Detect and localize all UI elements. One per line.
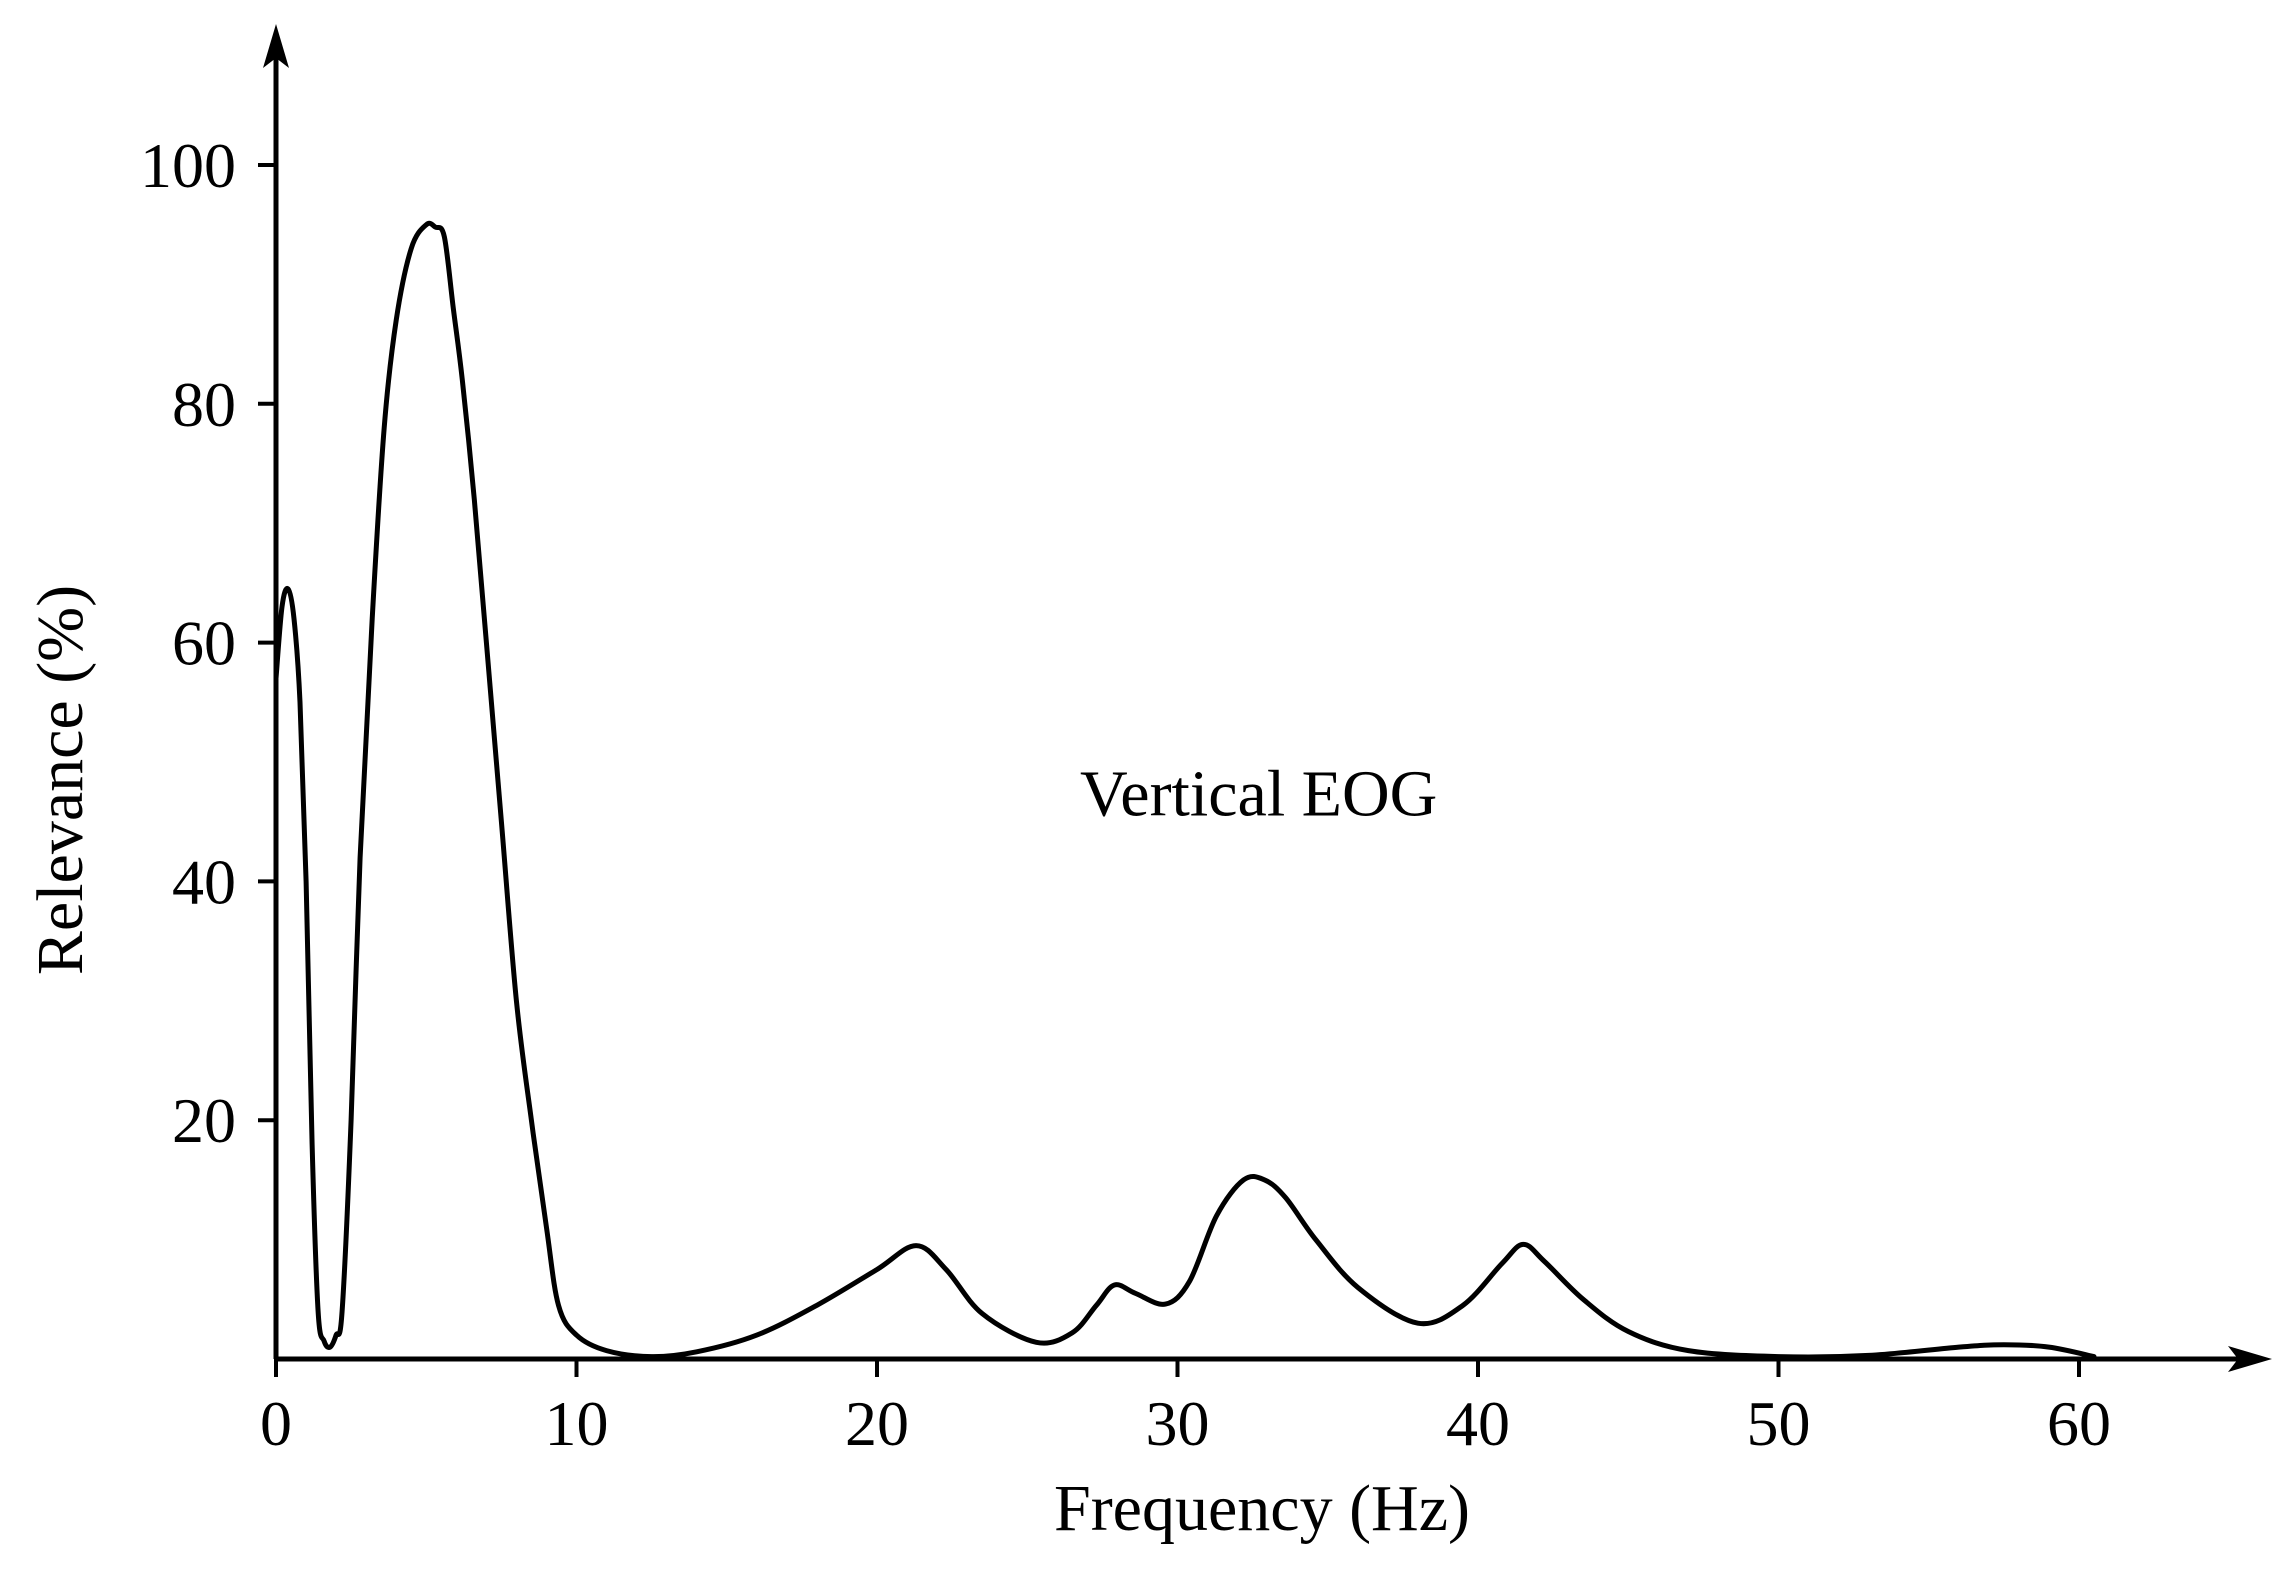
axes bbox=[263, 24, 2272, 1372]
series-layer bbox=[273, 220, 2097, 1360]
y-tick-label: 20 bbox=[172, 1085, 236, 1156]
x-tick-label: 0 bbox=[260, 1388, 292, 1459]
x-tick-label: 30 bbox=[1146, 1388, 1210, 1459]
annotation-vertical-eog: Vertical EOG bbox=[1080, 758, 1437, 831]
y-axis-arrow bbox=[263, 24, 289, 68]
x-tick-label: 50 bbox=[1747, 1388, 1811, 1459]
y-tick-label: 60 bbox=[172, 608, 236, 679]
y-tick-label: 40 bbox=[172, 846, 236, 917]
series-line-0 bbox=[273, 220, 2097, 1360]
x-tick-label: 10 bbox=[545, 1388, 609, 1459]
x-tick-label: 60 bbox=[2047, 1388, 2111, 1459]
x-tick-label: 20 bbox=[845, 1388, 909, 1459]
x-axis-arrow bbox=[2228, 1346, 2272, 1372]
ticks: 0 10 20 30 40 50 60 20 40 60 80 100 bbox=[140, 130, 2111, 1459]
x-tick-label: 40 bbox=[1446, 1388, 1510, 1459]
x-axis-title: Frequency (Hz) bbox=[1054, 1472, 1470, 1545]
y-tick-label: 80 bbox=[172, 369, 236, 440]
y-tick-label: 100 bbox=[140, 130, 236, 201]
labels: Frequency (Hz) Relevance (%) Vertical EO… bbox=[24, 585, 1470, 1545]
y-axis-title: Relevance (%) bbox=[24, 585, 97, 975]
